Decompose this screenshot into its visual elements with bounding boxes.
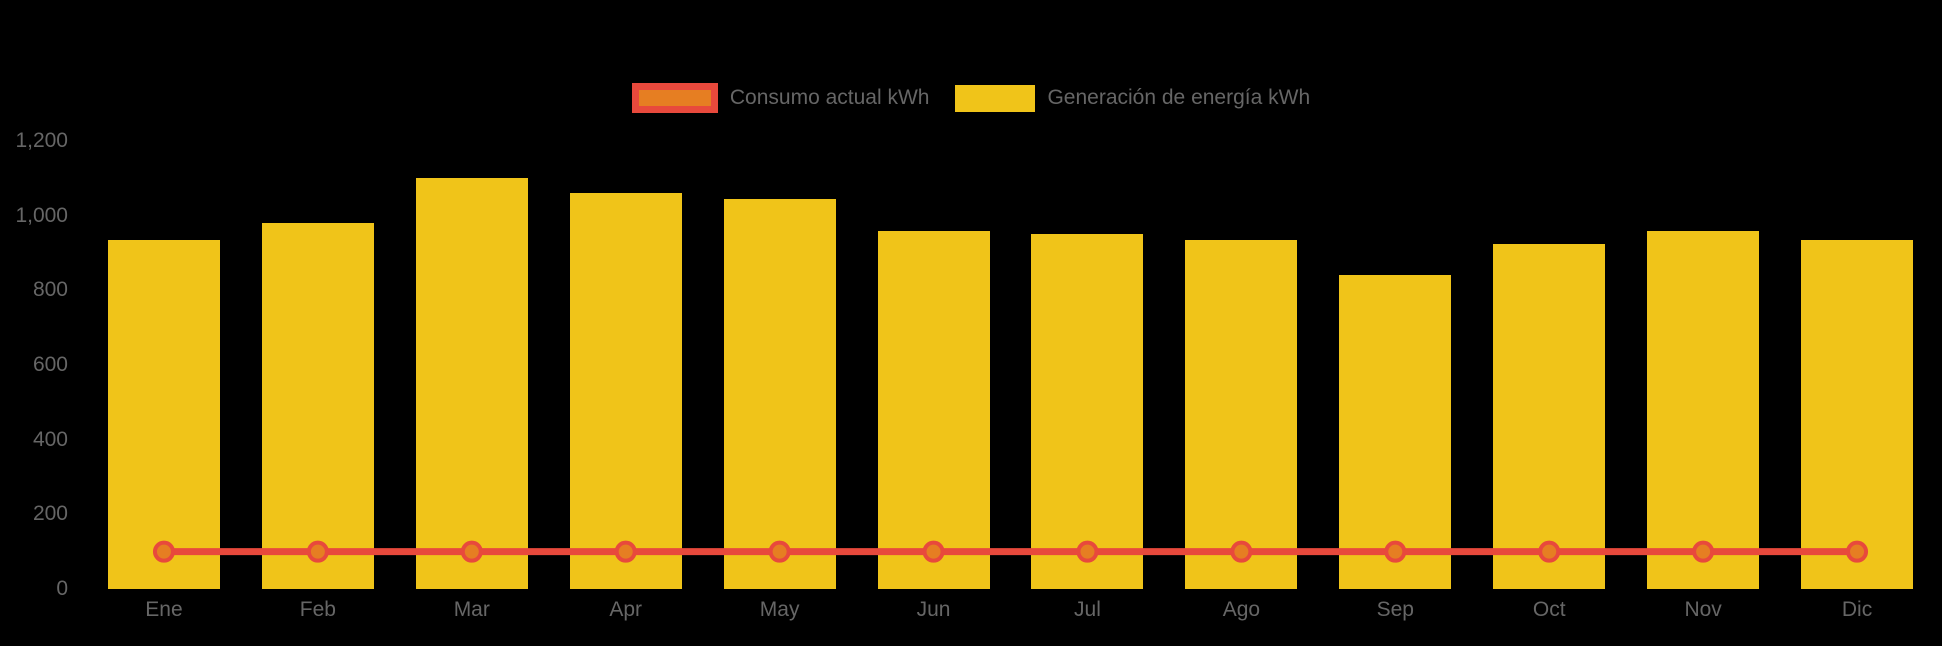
x-tick-label-nov: Nov bbox=[1684, 598, 1722, 621]
legend-swatch-consumo bbox=[631, 83, 718, 113]
legend-item-consumo[interactable]: Consumo actual kWh bbox=[631, 83, 930, 113]
line-point-jun[interactable] bbox=[922, 540, 945, 563]
x-tick-label-mar: Mar bbox=[453, 598, 490, 621]
y-tick-label: 600 bbox=[32, 353, 68, 376]
line-point-feb[interactable] bbox=[306, 540, 329, 563]
x-tick-label-ago: Ago bbox=[1222, 598, 1261, 621]
bar-jul[interactable] bbox=[1031, 234, 1144, 589]
line-point-nov[interactable] bbox=[1692, 540, 1715, 563]
bar-jun[interactable] bbox=[877, 230, 990, 589]
x-tick-label-jun: Jun bbox=[916, 598, 951, 621]
x-tick-label-may: May bbox=[759, 598, 800, 621]
x-tick-label-ene: Ene bbox=[145, 598, 183, 621]
bar-feb[interactable] bbox=[261, 223, 374, 589]
line-point-may[interactable] bbox=[768, 540, 791, 563]
line-point-oct[interactable] bbox=[1538, 540, 1561, 563]
x-tick-label-feb: Feb bbox=[299, 598, 336, 621]
line-point-apr[interactable] bbox=[614, 540, 637, 563]
y-tick-label: 800 bbox=[32, 278, 68, 302]
x-tick-label-sep: Sep bbox=[1376, 598, 1414, 621]
legend-swatch-generacion bbox=[955, 84, 1036, 112]
x-tick-label-apr: Apr bbox=[609, 598, 643, 621]
line-point-ene[interactable] bbox=[152, 540, 175, 563]
line-point-ago[interactable] bbox=[1230, 540, 1253, 563]
bar-sep[interactable] bbox=[1339, 275, 1452, 589]
y-tick-label: 1,000 bbox=[15, 203, 68, 227]
legend-label-generacion: Generación de energía kWh bbox=[1047, 86, 1311, 109]
bar-oct[interactable] bbox=[1493, 243, 1606, 589]
legend-item-generacion[interactable]: Generación de energía kWh bbox=[955, 84, 1311, 112]
y-tick-label: 0 bbox=[56, 577, 68, 600]
line-point-sep[interactable] bbox=[1384, 540, 1407, 563]
line-point-dic[interactable] bbox=[1846, 540, 1869, 563]
bar-dic[interactable] bbox=[1801, 239, 1914, 589]
bar-ago[interactable] bbox=[1185, 239, 1298, 589]
line-point-jul[interactable] bbox=[1076, 540, 1099, 563]
legend-label-consumo: Consumo actual kWh bbox=[729, 86, 930, 109]
y-tick-label: 400 bbox=[32, 427, 68, 451]
x-tick-label-dic: Dic bbox=[1841, 598, 1873, 621]
y-tick-label: 1,200 bbox=[15, 129, 68, 152]
x-tick-label-oct: Oct bbox=[1532, 598, 1566, 621]
bar-may[interactable] bbox=[723, 198, 836, 589]
bar-nov[interactable] bbox=[1647, 230, 1760, 589]
x-tick-label-jul: Jul bbox=[1074, 598, 1101, 621]
chart-legend: Consumo actual kWh Generación de energía… bbox=[0, 83, 1942, 113]
bar-ene[interactable] bbox=[107, 239, 220, 589]
bar-mar[interactable] bbox=[415, 178, 528, 589]
line-point-mar[interactable] bbox=[460, 540, 483, 563]
y-tick-label: 200 bbox=[32, 502, 68, 526]
bar-apr[interactable] bbox=[569, 193, 682, 589]
